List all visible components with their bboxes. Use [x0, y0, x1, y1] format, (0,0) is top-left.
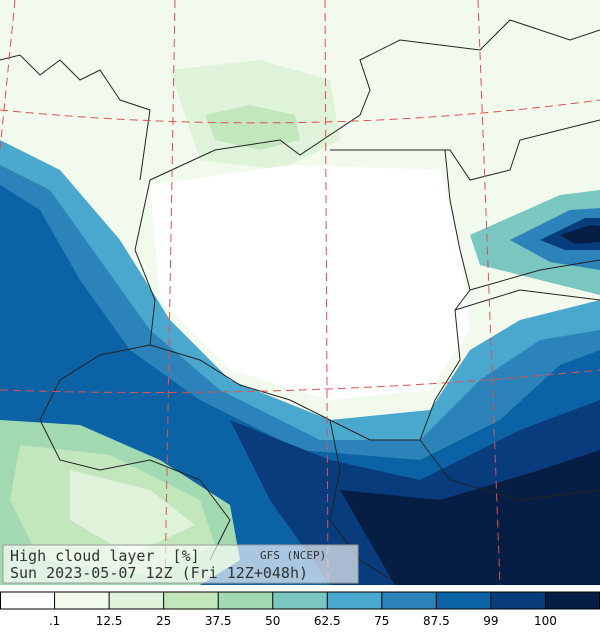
tick-label: 99: [483, 614, 498, 628]
tick-label: 87.5: [423, 614, 450, 628]
cloud-level: [70, 470, 195, 555]
cloud-level: [150, 165, 470, 400]
tick-label: 75: [374, 614, 389, 628]
colorbar-swatch: [381, 592, 437, 609]
colorbar-swatch: [545, 592, 600, 609]
colorbar-swatch: [218, 592, 274, 609]
colorbar-swatch: [54, 592, 110, 609]
cloud-level: [340, 450, 600, 585]
tick-label: 50: [265, 614, 280, 628]
colorbar-swatch: [163, 592, 219, 609]
colorbar: .1 12.5 25 37.5 50 62.5 75 87.5 99 100: [0, 591, 600, 628]
colorbar-swatch: [327, 592, 383, 609]
colorbar-swatch: [109, 592, 165, 609]
tick-label: 25: [156, 614, 171, 628]
tick-label: 62.5: [314, 614, 341, 628]
colorbar-swatch: [490, 592, 546, 609]
tick-label: 37.5: [205, 614, 232, 628]
cloud-level: [205, 105, 300, 150]
cloud-level: [560, 225, 600, 244]
tick-label: 12.5: [96, 614, 123, 628]
model-source: GFS (NCEP): [260, 549, 326, 562]
cloud-field: [0, 0, 600, 585]
colorbar-swatch: [436, 592, 492, 609]
tick-label: .1: [49, 614, 60, 628]
graticule: [0, 0, 600, 586]
borders: [0, 19, 600, 586]
tick-label: 100: [534, 614, 557, 628]
colorbar-swatch: [0, 592, 56, 609]
map-title: High cloud layer [%]: [10, 547, 200, 565]
valid-time: Sun 2023-05-07 12Z (Fri 12Z+048h): [10, 564, 308, 582]
info-box: [2, 544, 359, 584]
colorbar-swatch: [272, 592, 328, 609]
